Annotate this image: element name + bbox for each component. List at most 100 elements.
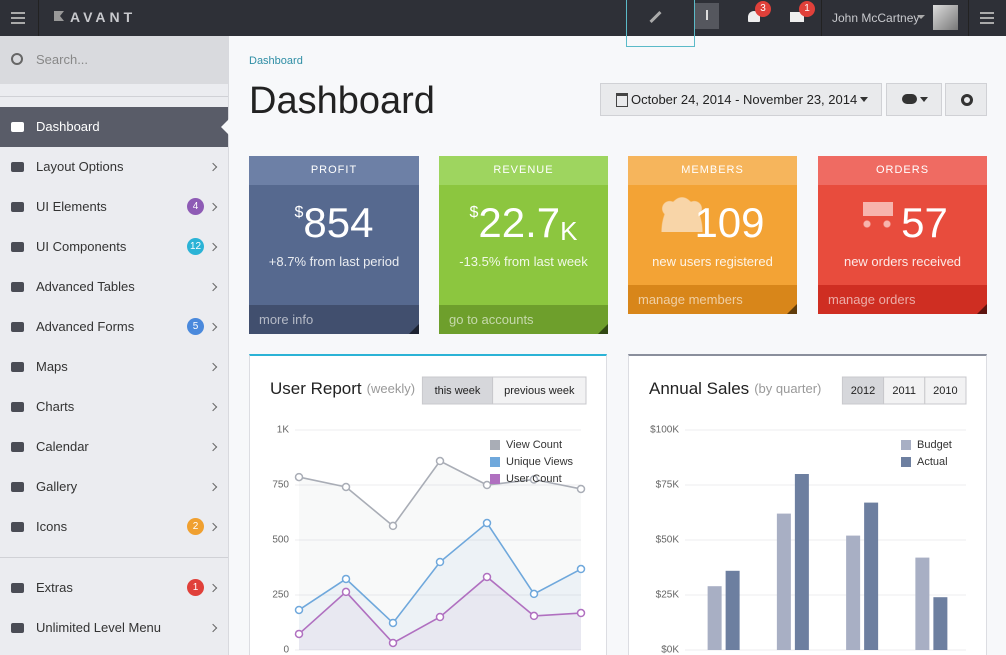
nav-chevron (208, 402, 218, 412)
nav-item[interactable]: Extras 1 (0, 568, 228, 608)
nav-chevron (208, 162, 218, 172)
menu-bar (11, 17, 25, 19)
nav-item[interactable]: Gallery (0, 467, 228, 507)
nav-badge: 1 (187, 579, 204, 596)
search-box[interactable]: Search... (0, 36, 228, 84)
fold-corner (598, 324, 608, 334)
nav-icon (11, 242, 24, 252)
stat-card: PROFIT $854 +8.7% from last period more inf… (249, 156, 419, 334)
stat-value-row: $22.7 K (439, 200, 608, 247)
data-point (388, 521, 398, 531)
toggle-button[interactable] (883, 376, 926, 405)
date-range-button[interactable]: October 24, 2014 - November 23, 2014 (600, 83, 882, 116)
nav-label: Advanced Tables (36, 279, 135, 294)
nav-chevron (208, 583, 218, 593)
stat-title: PROFIT (249, 156, 419, 185)
nav-item[interactable]: Unlimited Level Menu (0, 608, 228, 648)
search-placeholder: Search... (36, 52, 89, 67)
right-menu-toggle[interactable] (968, 0, 1006, 36)
nav-item[interactable]: Advanced Forms 5 (0, 307, 228, 347)
bar (725, 570, 740, 650)
y-tick-label: $25K (656, 590, 680, 601)
bar (864, 502, 879, 650)
data-point (576, 608, 586, 618)
breadcrumb[interactable]: Dashboard (249, 55, 303, 67)
nav-item[interactable]: Dashboard (0, 107, 229, 147)
stat-link[interactable]: go to accounts (439, 305, 608, 334)
data-point (294, 472, 304, 482)
data-point (388, 618, 398, 628)
nav-chevron (208, 202, 218, 212)
download-menu-button[interactable] (886, 83, 942, 116)
mail-icon[interactable] (790, 12, 804, 22)
data-point (435, 612, 445, 622)
stat-link[interactable]: more info (249, 305, 419, 334)
brand[interactable]: AVANT (70, 9, 137, 25)
legend-label: User Count (506, 473, 562, 485)
user-menu[interactable]: John McCartney (821, 0, 969, 36)
data-point (482, 518, 492, 528)
data-point (294, 605, 304, 615)
nav-item[interactable]: UI Elements 4 (0, 187, 228, 227)
notification-badge: 3 (755, 1, 771, 17)
nav-icon (11, 162, 24, 172)
nav-item[interactable]: Maps (0, 347, 228, 387)
nav-badge: 12 (187, 238, 204, 255)
menu-bar (11, 12, 25, 14)
caret (920, 97, 928, 102)
settings-button[interactable] (945, 83, 987, 116)
legend-swatch (490, 440, 500, 450)
chart-subtitle: (by quarter) (754, 381, 821, 396)
nav-chevron (208, 442, 218, 452)
series-area (299, 461, 581, 650)
data-point (341, 587, 351, 597)
bell-icon[interactable] (748, 11, 760, 22)
divider (0, 96, 228, 97)
user-name: John McCartney (832, 11, 920, 25)
stat-value: 22.7 (478, 199, 561, 246)
stat-prefix: $ (294, 204, 304, 221)
nav-item[interactable]: Icons 2 (0, 507, 228, 547)
menu-toggle[interactable] (0, 0, 39, 36)
nav-item[interactable]: Charts (0, 387, 228, 427)
chart-panel: User Report (weekly) this week previous wee… (249, 354, 607, 655)
chart: User Report (weekly) this week previous wee… (270, 376, 587, 655)
bar (707, 586, 722, 650)
stat-title: REVENUE (439, 156, 608, 185)
nav-label: Calendar (36, 439, 89, 454)
bar (794, 474, 809, 650)
legend-swatch (901, 457, 911, 467)
stat-prefix: $ (469, 204, 479, 221)
nav-item[interactable]: Layout Options (0, 147, 228, 187)
nav-label: Gallery (36, 479, 78, 494)
nav-item[interactable]: UI Components 12 (0, 227, 228, 267)
toggle-button-label: 2010 (933, 385, 957, 397)
gear-icon (961, 94, 973, 106)
nav-label: UI Elements (36, 199, 107, 214)
y-tick-label: 250 (272, 590, 289, 601)
brand-logo (54, 11, 64, 21)
toggle-button[interactable] (492, 376, 587, 405)
nav-item[interactable]: Advanced Tables (0, 267, 228, 307)
bar (915, 557, 930, 650)
toggle-button[interactable] (924, 376, 967, 405)
y-tick-label: $75K (656, 480, 680, 491)
nav-label: Layout Options (36, 159, 124, 174)
menu-bar (980, 22, 994, 24)
y-tick-label: $0K (661, 645, 679, 655)
cart-icon (857, 198, 896, 228)
data-point (529, 611, 539, 621)
toggle-button[interactable] (421, 376, 494, 405)
nav-item[interactable]: Calendar (0, 427, 228, 467)
chart-subtitle: (weekly) (367, 381, 415, 396)
download-button[interactable] (695, 3, 719, 29)
stat-title: ORDERS (818, 156, 987, 185)
stat-link[interactable]: manage members (628, 285, 797, 314)
toggle-button-label: this week (435, 385, 481, 397)
data-point (529, 475, 539, 484)
data-point (341, 482, 351, 492)
nav-icon (11, 623, 24, 633)
y-tick-label: 500 (272, 535, 289, 546)
nav-badge: 4 (187, 198, 204, 215)
stat-link[interactable]: manage orders (818, 285, 987, 314)
